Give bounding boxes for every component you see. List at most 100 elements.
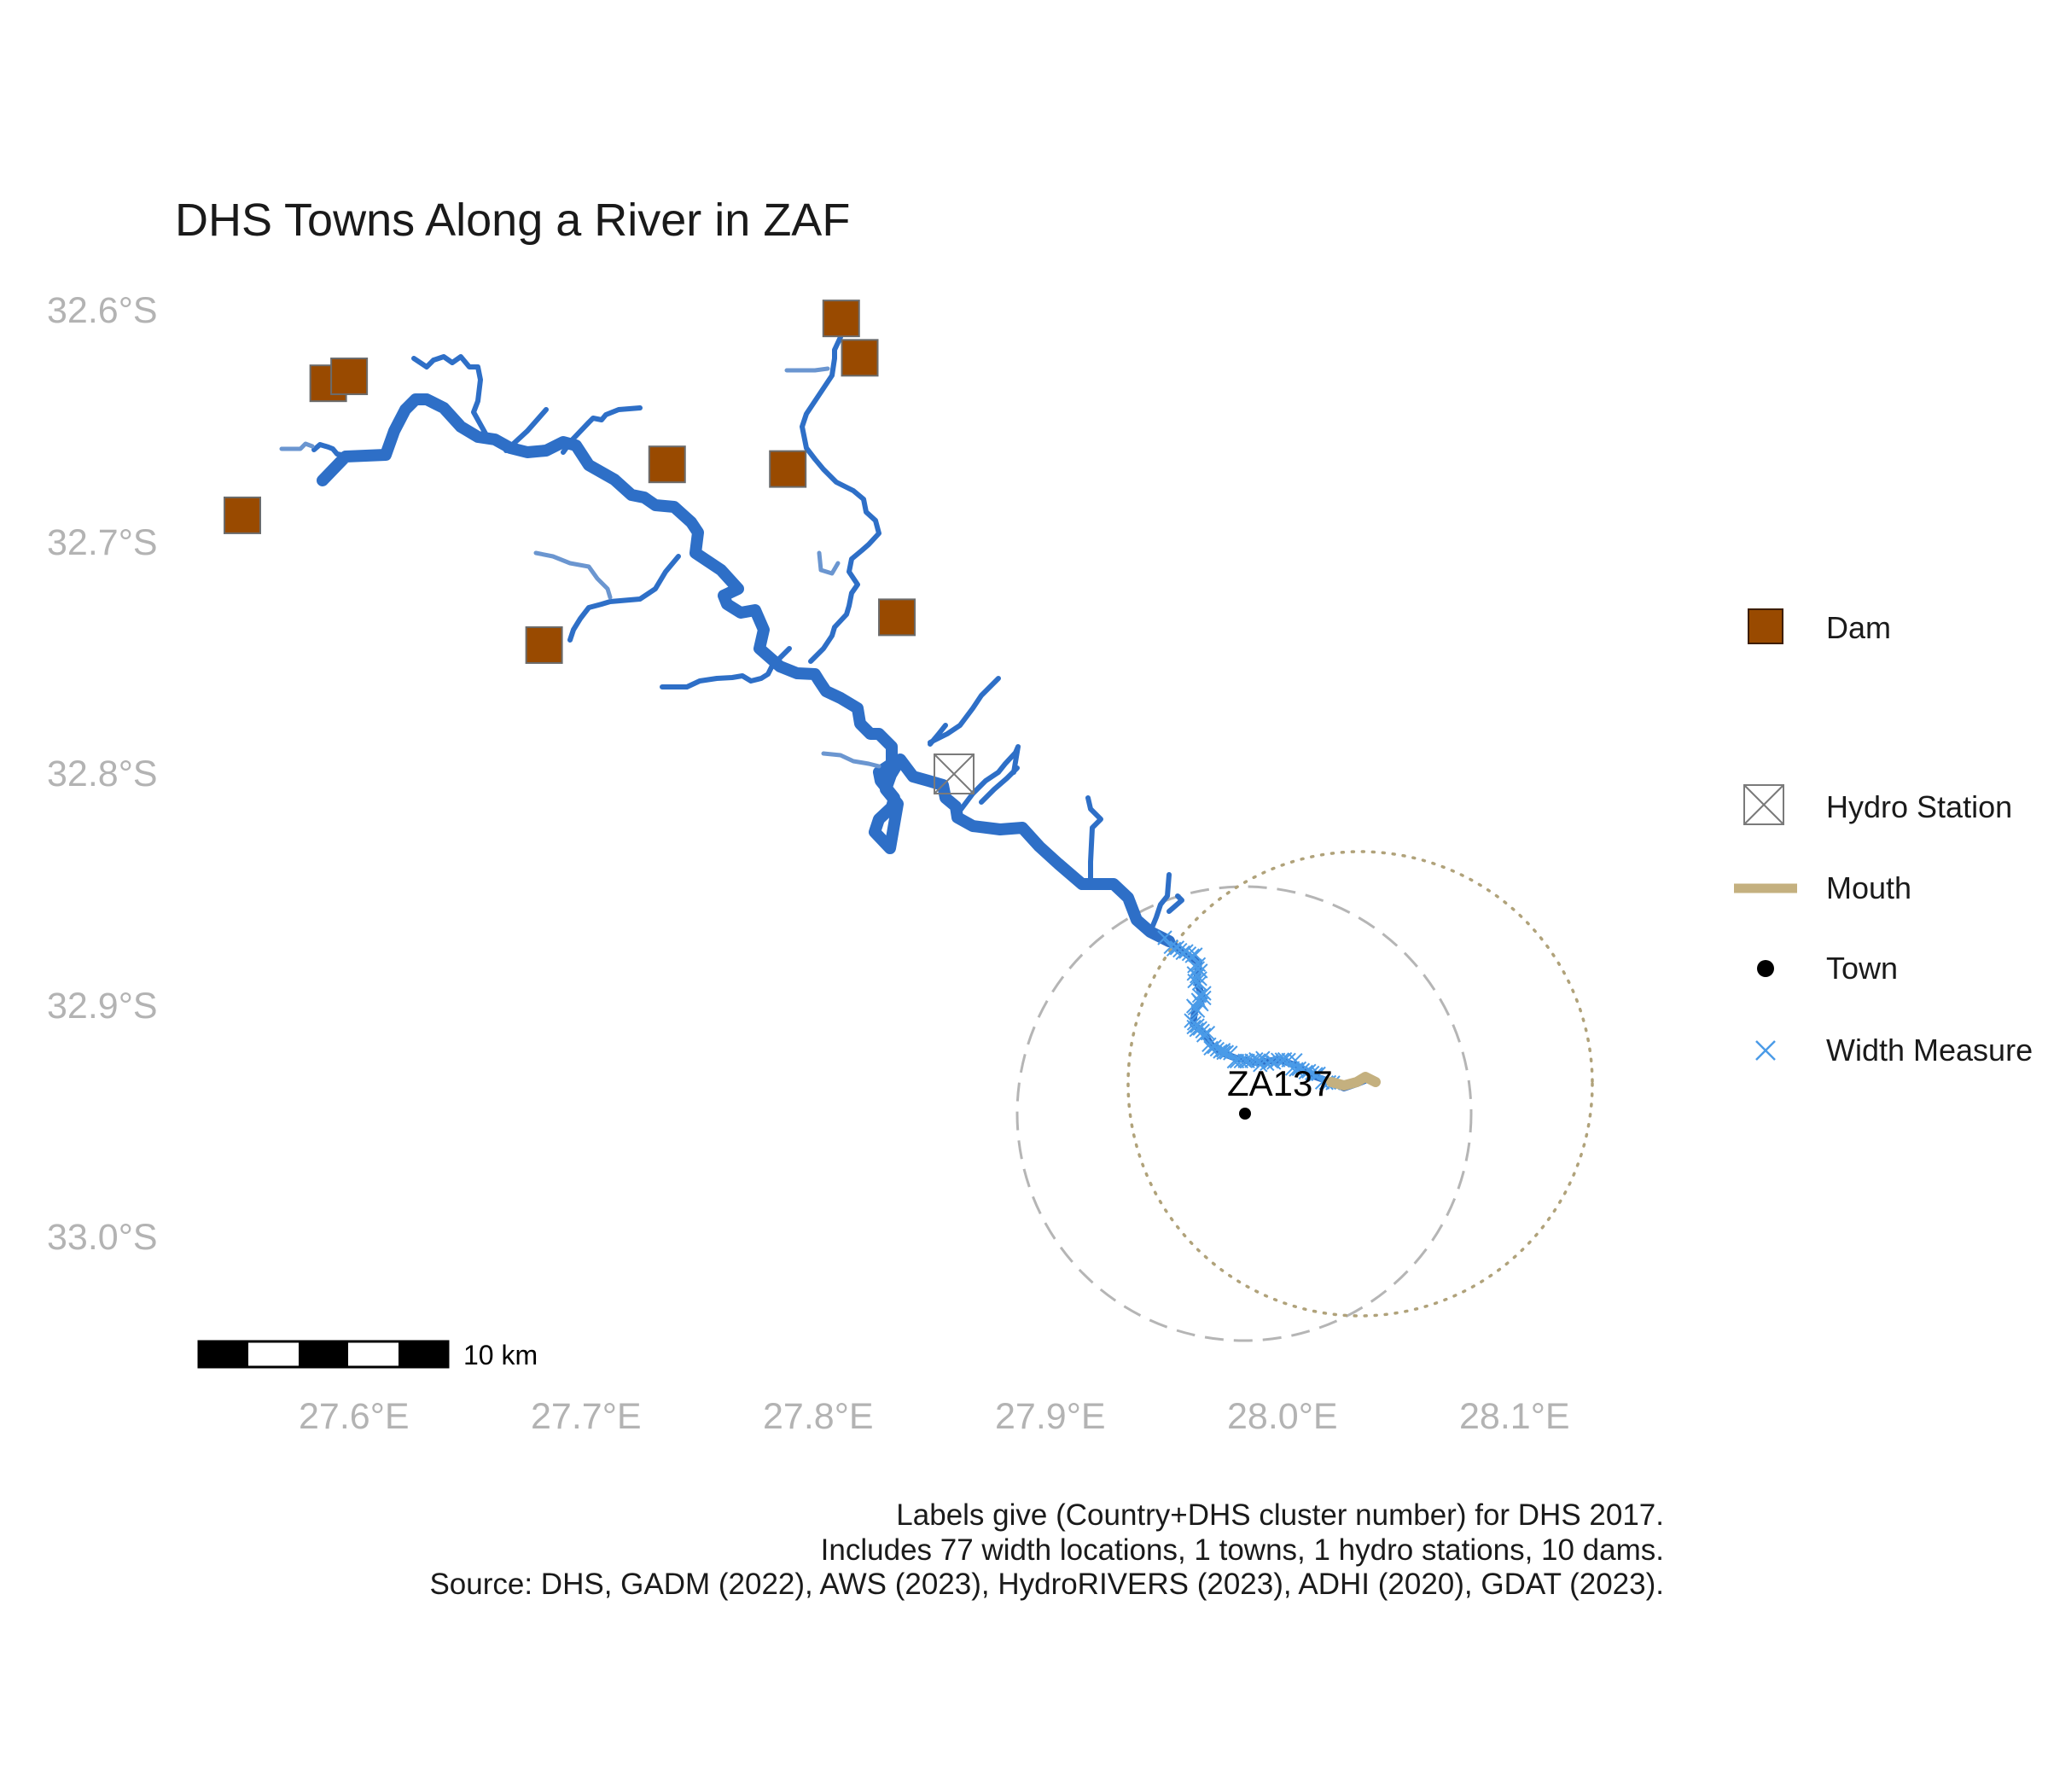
width-measure-marker: [1216, 1044, 1231, 1061]
width-measure-marker: [1184, 948, 1200, 963]
main-river: [317, 393, 1175, 947]
tributary: [503, 407, 549, 453]
caption-line: Includes 77 width locations, 1 towns, 1 …: [821, 1533, 1664, 1567]
hydro-station: [934, 753, 975, 794]
width-measure-marker: [1200, 1025, 1216, 1041]
dam-marker: [769, 450, 807, 488]
river-network: [279, 323, 1370, 1091]
width-measure-marker: [1289, 1062, 1304, 1077]
width-measure-marker: [1266, 1055, 1282, 1070]
x-tick-label: 28.1°E: [1459, 1396, 1570, 1437]
dam-marker: [822, 300, 860, 338]
width-measure-marker: [1271, 1052, 1286, 1068]
caption-line: Labels give (Country+DHS cluster number)…: [896, 1498, 1664, 1532]
width-measure-marker: [1195, 1023, 1210, 1039]
dam-icon: [1748, 608, 1783, 644]
tributary: [800, 323, 881, 664]
caption-line: Source: DHS, GADM (2022), AWS (2023), Hy…: [429, 1568, 1664, 1601]
dam-marker: [224, 496, 261, 534]
tributary: [411, 354, 502, 446]
y-tick-label: 33.0°S: [47, 1217, 158, 1258]
x-tick-label: 27.7°E: [531, 1396, 642, 1437]
width-measure-marker: [1187, 973, 1202, 989]
town-dot-icon: [1757, 960, 1774, 977]
tributary: [561, 405, 643, 455]
scale-bar: 10 km: [197, 1340, 538, 1370]
width-measure-marker: [1251, 1053, 1266, 1068]
hydro-station-icon: [934, 753, 975, 794]
minor-tributary: [784, 366, 830, 373]
minor-tributary: [821, 751, 881, 769]
width-measure-marker: [1188, 947, 1203, 963]
dam-marker: [878, 598, 916, 637]
hydro-station-icon: [1743, 784, 1784, 825]
minor-tributary: [817, 550, 841, 576]
width-measure-marker: [1191, 975, 1207, 991]
width-measures: [1157, 930, 1341, 1091]
x-mark-icon: [1755, 1040, 1776, 1061]
width-measure-marker: [1233, 1053, 1248, 1069]
tributary: [567, 554, 681, 643]
buffer-circles: [1015, 850, 1594, 1342]
dam-marker: [841, 339, 879, 377]
width-measure-marker: [1274, 1052, 1290, 1068]
legend-item-mouth: Mouth: [1734, 870, 1911, 905]
width-measure-marker: [1190, 1003, 1206, 1018]
x-tick-label: 27.8°E: [763, 1396, 874, 1437]
y-tick-label: 32.7°S: [47, 522, 158, 563]
tributary: [928, 723, 948, 747]
tributary: [311, 442, 359, 459]
mouth-buffer-circle: [1126, 850, 1594, 1318]
x-tick-label: 28.0°E: [1227, 1396, 1338, 1437]
dam-marker: [525, 625, 563, 664]
town-ZA137: ZA137: [1227, 1063, 1333, 1120]
town-buffer-circle: [1015, 885, 1473, 1342]
width-measure-marker: [1192, 971, 1207, 986]
y-axis: 32.6°S 32.7°S 32.8°S 32.9°S 33.0°S: [47, 290, 158, 1258]
y-tick-label: 32.9°S: [47, 986, 158, 1027]
y-tick-label: 32.8°S: [47, 753, 158, 794]
legend-label: Town: [1826, 951, 1898, 986]
tributary: [1167, 893, 1184, 914]
legend-label: Mouth: [1826, 870, 1911, 905]
tributary: [957, 744, 1021, 813]
tributary: [928, 676, 1001, 745]
town-marker: [1239, 1108, 1251, 1120]
legend-item-dam: Dam: [1748, 608, 1891, 645]
tributary: [660, 646, 792, 689]
width-measure-marker: [1295, 1062, 1311, 1078]
width-measure-marker: [1281, 1052, 1296, 1068]
dam-marker: [330, 358, 369, 396]
dam-marker: [648, 445, 686, 484]
legend-item-width-measure: Width Measure: [1755, 1033, 2033, 1068]
width-measure-marker: [1189, 1022, 1204, 1038]
minor-tributary: [533, 550, 613, 600]
tributary: [1085, 795, 1103, 890]
width-measure-marker: [1166, 941, 1182, 957]
legend: Dam Hydro Station Mouth Town Width Measu…: [1734, 608, 2033, 1068]
width-measure-marker: [1298, 1064, 1313, 1080]
river-mouth: [1326, 1072, 1381, 1091]
x-tick-label: 27.6°E: [299, 1396, 410, 1437]
caption: Labels give (Country+DHS cluster number)…: [429, 1498, 1664, 1601]
tributary: [1148, 872, 1172, 934]
width-measure-marker: [1223, 1045, 1238, 1061]
minor-tributary: [279, 441, 315, 451]
width-measure-marker: [1191, 987, 1207, 1004]
legend-label: Width Measure: [1826, 1033, 2033, 1068]
dams: [224, 300, 916, 664]
map-title: DHS Towns Along a River in ZAF: [175, 195, 850, 246]
tributary: [979, 765, 1020, 805]
scale-bar-label: 10 km: [463, 1340, 538, 1370]
legend-label: Dam: [1826, 610, 1891, 645]
town-label: ZA137: [1227, 1063, 1333, 1103]
width-measure-marker: [1308, 1067, 1324, 1082]
y-tick-label: 32.6°S: [47, 290, 158, 331]
width-measure-marker: [1203, 1040, 1219, 1056]
legend-item-hydro-station: Hydro Station: [1743, 784, 2012, 825]
x-tick-label: 27.9°E: [995, 1396, 1106, 1437]
width-measure-marker: [1175, 945, 1190, 961]
legend-label: Hydro Station: [1826, 789, 2012, 824]
legend-item-town: Town: [1757, 951, 1898, 986]
